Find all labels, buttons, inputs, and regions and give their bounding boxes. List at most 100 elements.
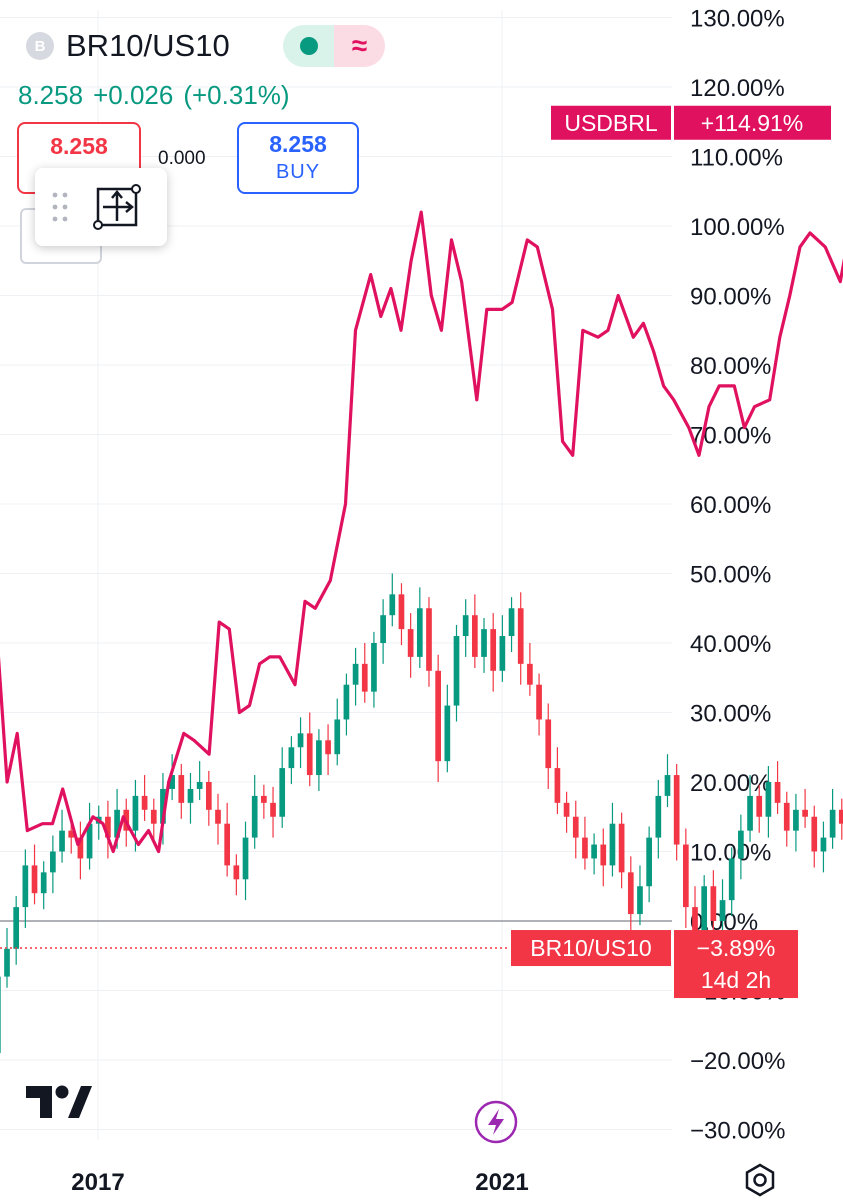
floating-toolbar[interactable] xyxy=(35,168,167,246)
usdbrl-value-tag xyxy=(674,105,831,140)
candle-body xyxy=(389,594,396,616)
candle xyxy=(215,793,221,845)
candle-body xyxy=(453,636,460,706)
candle-body xyxy=(77,837,84,859)
candle xyxy=(536,673,542,736)
candle-body xyxy=(820,837,827,852)
candle xyxy=(325,724,331,776)
candle xyxy=(554,747,561,814)
candle xyxy=(472,594,478,669)
candle xyxy=(563,791,570,833)
sell-price: 8.258 xyxy=(50,133,108,159)
candle-body xyxy=(637,886,643,915)
candle xyxy=(4,927,10,988)
candle xyxy=(646,826,652,903)
br10-value-label: −3.89% xyxy=(697,935,776,961)
candle xyxy=(398,583,405,646)
candle-body xyxy=(13,907,20,949)
hexagon-settings-icon[interactable] xyxy=(742,1162,778,1203)
candle xyxy=(261,784,267,819)
candle xyxy=(31,844,38,905)
candle xyxy=(196,761,203,801)
candle xyxy=(306,712,313,787)
candle xyxy=(288,736,295,785)
buy-button[interactable]: 8.258 BUY xyxy=(237,122,359,194)
candle xyxy=(838,798,843,840)
candle-body xyxy=(361,663,368,692)
candle xyxy=(517,592,524,685)
candle xyxy=(178,763,185,819)
lightning-icon[interactable] xyxy=(472,1098,520,1151)
candle xyxy=(389,573,396,627)
candle-body xyxy=(618,823,625,873)
candle xyxy=(627,856,634,935)
market-status-pill[interactable]: ≈ xyxy=(283,25,385,67)
move-tool-icon[interactable] xyxy=(85,174,151,240)
candle xyxy=(609,802,616,877)
candle xyxy=(444,684,451,773)
drag-handle-icon[interactable] xyxy=(35,168,85,246)
candle-body xyxy=(829,809,836,838)
y-tick-label: 100.00% xyxy=(690,214,785,241)
candle-body xyxy=(692,907,698,942)
last-price: 8.258 xyxy=(18,80,84,110)
candle xyxy=(618,812,625,889)
candle xyxy=(453,624,460,722)
candle xyxy=(655,779,662,859)
candle-body xyxy=(261,795,267,803)
candle-series xyxy=(0,573,843,1054)
candle xyxy=(141,775,148,821)
buy-price: 8.258 xyxy=(269,131,327,157)
candle xyxy=(591,833,597,875)
y-tick-label: 80.00% xyxy=(690,353,771,380)
candle xyxy=(673,763,680,861)
candle-body xyxy=(150,809,157,824)
candle-body xyxy=(233,865,240,880)
candle-body xyxy=(728,858,735,901)
usdbrl-line xyxy=(0,210,843,854)
candle-body xyxy=(435,670,442,762)
y-tick-label: 90.00% xyxy=(690,284,771,311)
candle-body xyxy=(31,865,38,894)
candle xyxy=(233,854,240,896)
usdbrl-value-label: +114.91% xyxy=(701,110,804,136)
tradingview-logo-icon[interactable] xyxy=(26,1084,92,1125)
candle xyxy=(22,849,29,928)
candle-body xyxy=(371,643,377,692)
candle-body xyxy=(288,747,295,769)
candle-body xyxy=(701,886,708,942)
candle-body xyxy=(462,615,469,637)
symbol-title[interactable]: BR10/US10 xyxy=(66,28,230,63)
candle xyxy=(682,828,689,928)
candle-body xyxy=(22,865,29,908)
candle-body xyxy=(774,782,781,803)
candle xyxy=(747,775,753,842)
candle xyxy=(352,647,359,706)
candle-body xyxy=(187,788,194,803)
candle xyxy=(361,643,368,703)
candle-body xyxy=(646,837,652,887)
candle-body xyxy=(4,948,10,977)
candle-body xyxy=(517,608,524,664)
candle xyxy=(820,821,827,873)
candle xyxy=(169,754,175,801)
candle xyxy=(793,793,799,852)
candle xyxy=(380,599,386,664)
candle-body xyxy=(490,629,497,671)
candle xyxy=(765,766,772,838)
candle-body xyxy=(719,900,726,921)
candle-body xyxy=(178,775,185,803)
candle-body xyxy=(141,795,148,810)
candle-body xyxy=(756,795,763,817)
candle xyxy=(756,784,763,833)
candle-body xyxy=(59,830,65,852)
candle xyxy=(719,879,726,933)
y-tick-label: 120.00% xyxy=(690,75,785,102)
usdbrl-name-label: USDBRL xyxy=(564,110,658,136)
candle-body xyxy=(407,629,414,657)
market-open-dot-icon xyxy=(299,37,318,55)
candle-body xyxy=(793,809,799,831)
y-tick-label: −30.00% xyxy=(690,1118,785,1145)
y-tick-label: 20.00% xyxy=(690,770,771,797)
